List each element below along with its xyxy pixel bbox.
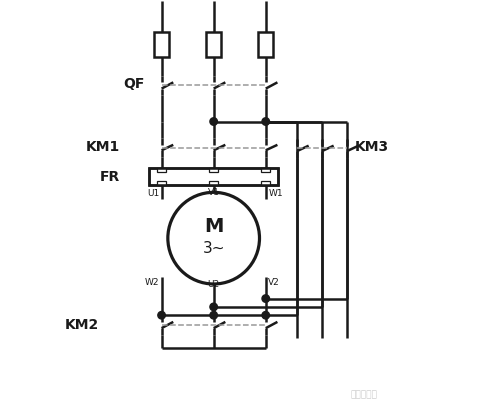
Bar bbox=[149, 168, 278, 185]
Bar bbox=[154, 32, 169, 57]
Bar bbox=[209, 181, 218, 185]
Circle shape bbox=[210, 303, 217, 311]
Text: U1: U1 bbox=[147, 189, 159, 198]
Bar bbox=[261, 181, 270, 185]
Circle shape bbox=[262, 118, 270, 125]
Circle shape bbox=[262, 295, 270, 302]
Bar bbox=[258, 32, 273, 57]
Text: 电子发烧友: 电子发烧友 bbox=[350, 390, 377, 399]
Bar bbox=[206, 32, 221, 57]
Text: U2: U2 bbox=[207, 280, 220, 288]
Circle shape bbox=[210, 311, 217, 319]
Text: W2: W2 bbox=[145, 278, 159, 287]
Text: V1: V1 bbox=[208, 188, 220, 197]
Bar bbox=[261, 168, 270, 172]
Text: V2: V2 bbox=[268, 278, 280, 287]
Text: FR: FR bbox=[100, 170, 120, 184]
Bar bbox=[149, 168, 278, 185]
Text: KM2: KM2 bbox=[65, 318, 99, 332]
Circle shape bbox=[168, 192, 259, 284]
Text: W1: W1 bbox=[268, 189, 283, 198]
Circle shape bbox=[210, 118, 217, 125]
Bar bbox=[157, 168, 166, 172]
Text: QF: QF bbox=[124, 77, 145, 91]
Text: KM1: KM1 bbox=[85, 140, 120, 154]
Text: KM3: KM3 bbox=[355, 140, 389, 154]
Text: M: M bbox=[204, 217, 223, 236]
Circle shape bbox=[158, 311, 165, 319]
Circle shape bbox=[262, 311, 270, 319]
Bar bbox=[157, 181, 166, 185]
Bar bbox=[209, 168, 218, 172]
Text: 3∼: 3∼ bbox=[203, 241, 225, 256]
